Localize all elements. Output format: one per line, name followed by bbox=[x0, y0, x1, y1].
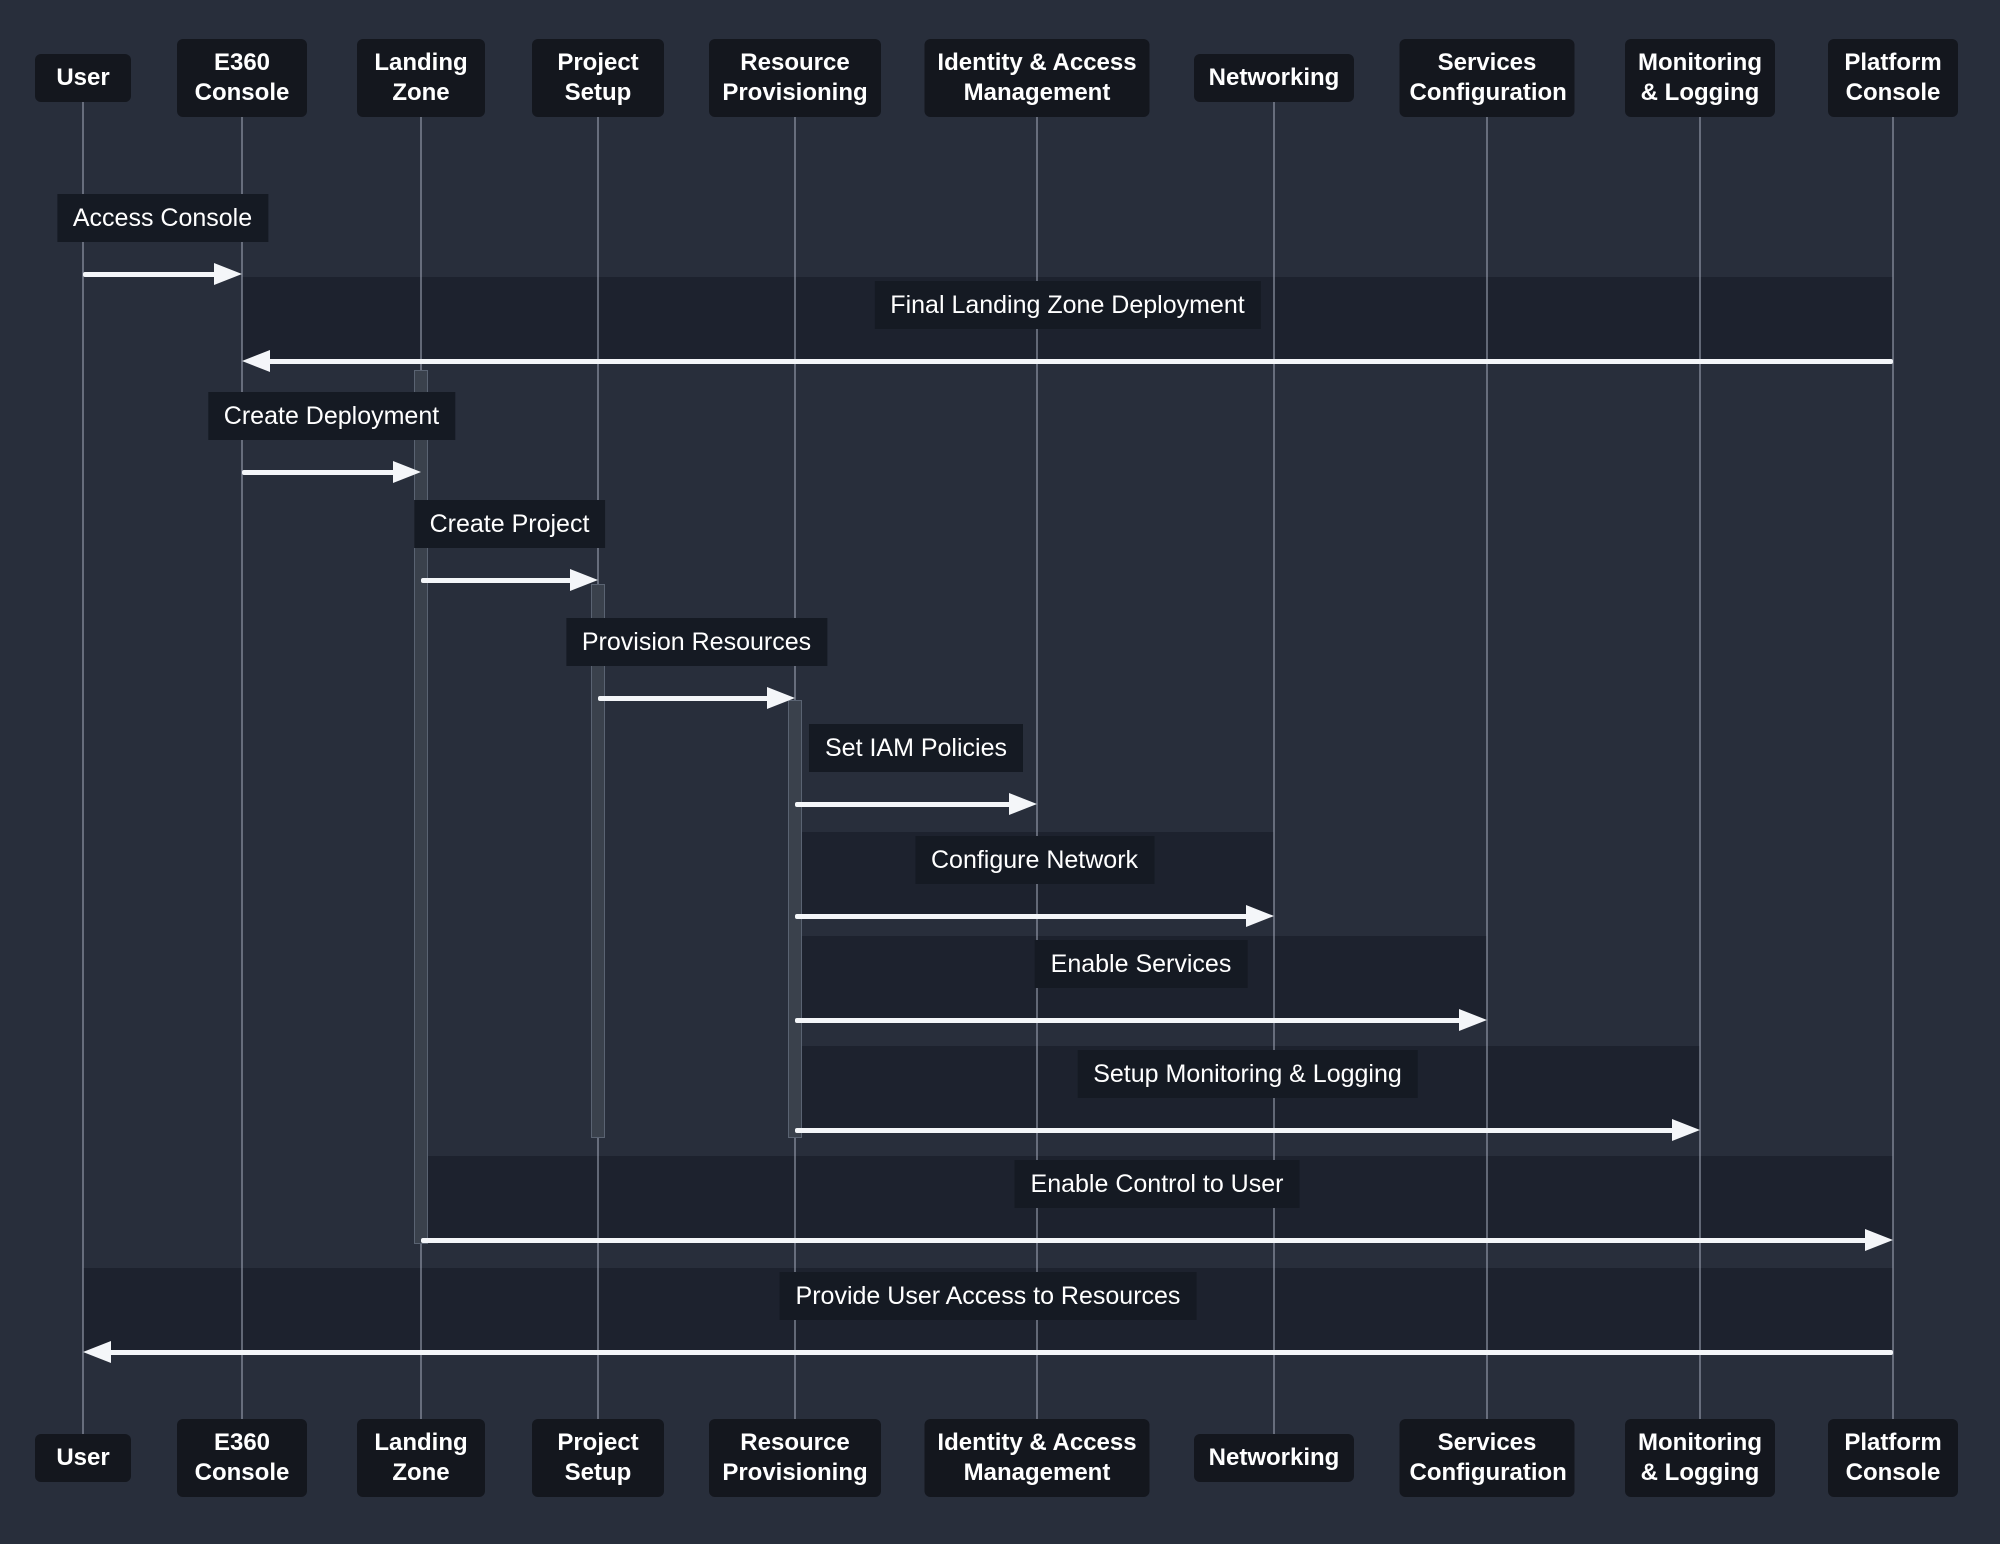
message-label: Access Console bbox=[56, 194, 269, 242]
message-label: Configure Network bbox=[914, 836, 1155, 884]
participant-platform-top: Platform Console bbox=[1828, 39, 1958, 117]
participant-project-top: Project Setup bbox=[532, 39, 664, 117]
activation-bar-resource bbox=[788, 700, 802, 1138]
arrowhead-right-icon bbox=[1865, 1229, 1893, 1251]
lifeline-platform bbox=[1892, 78, 1894, 1458]
participant-e360-top: E360 Console bbox=[177, 39, 307, 117]
message-line bbox=[795, 914, 1248, 919]
participant-services-top: Services Configuration bbox=[1399, 39, 1575, 117]
message-line bbox=[109, 1350, 1893, 1355]
participant-platform-bottom: Platform Console bbox=[1828, 1419, 1958, 1497]
participant-landing-bottom: Landing Zone bbox=[357, 1419, 485, 1497]
arrowhead-right-icon bbox=[1246, 905, 1274, 927]
participant-user-top: User bbox=[35, 54, 131, 102]
participant-project-bottom: Project Setup bbox=[532, 1419, 664, 1497]
participant-e360-bottom: E360 Console bbox=[177, 1419, 307, 1497]
message-line bbox=[242, 470, 395, 475]
lifeline-services bbox=[1486, 78, 1488, 1458]
participant-monitoring-top: Monitoring & Logging bbox=[1625, 39, 1775, 117]
participant-services-bottom: Services Configuration bbox=[1399, 1419, 1575, 1497]
message-label: Provision Resources bbox=[565, 618, 828, 666]
arrowhead-right-icon bbox=[1009, 793, 1037, 815]
message-line bbox=[83, 272, 216, 277]
participant-network-bottom: Networking bbox=[1194, 1434, 1354, 1482]
message-label: Setup Monitoring & Logging bbox=[1077, 1050, 1418, 1098]
participant-network-top: Networking bbox=[1194, 54, 1354, 102]
message-line bbox=[598, 696, 769, 701]
message-line bbox=[795, 1018, 1461, 1023]
lifeline-network bbox=[1273, 78, 1275, 1458]
arrowhead-right-icon bbox=[1672, 1119, 1700, 1141]
message-label: Enable Services bbox=[1034, 940, 1248, 988]
arrowhead-right-icon bbox=[393, 461, 421, 483]
arrowhead-left-icon bbox=[242, 350, 270, 372]
participant-resource-bottom: Resource Provisioning bbox=[709, 1419, 881, 1497]
arrowhead-right-icon bbox=[214, 263, 242, 285]
participant-landing-top: Landing Zone bbox=[357, 39, 485, 117]
lifeline-e360 bbox=[241, 78, 243, 1458]
arrowhead-right-icon bbox=[1459, 1009, 1487, 1031]
message-line bbox=[795, 802, 1011, 807]
participant-monitoring-bottom: Monitoring & Logging bbox=[1625, 1419, 1775, 1497]
message-line bbox=[421, 1238, 1867, 1243]
participant-iam-top: Identity & Access Management bbox=[924, 39, 1150, 117]
message-label: Create Project bbox=[413, 500, 606, 548]
participant-user-bottom: User bbox=[35, 1434, 131, 1482]
arrowhead-right-icon bbox=[767, 687, 795, 709]
participant-resource-top: Resource Provisioning bbox=[709, 39, 881, 117]
participant-iam-bottom: Identity & Access Management bbox=[924, 1419, 1150, 1497]
message-label: Set IAM Policies bbox=[808, 724, 1024, 772]
message-line bbox=[421, 578, 572, 583]
lifeline-iam bbox=[1036, 78, 1038, 1458]
activation-bar-project bbox=[591, 584, 605, 1138]
lifeline-user bbox=[82, 78, 84, 1458]
message-label: Enable Control to User bbox=[1014, 1160, 1300, 1208]
lifeline-monitoring bbox=[1699, 78, 1701, 1458]
message-line bbox=[268, 359, 1893, 364]
message-label: Final Landing Zone Deployment bbox=[874, 281, 1261, 329]
message-label: Create Deployment bbox=[207, 392, 456, 440]
message-line bbox=[795, 1128, 1674, 1133]
arrowhead-left-icon bbox=[83, 1341, 111, 1363]
activation-bar-landing bbox=[414, 370, 428, 1244]
message-label: Provide User Access to Resources bbox=[779, 1272, 1197, 1320]
arrowhead-right-icon bbox=[570, 569, 598, 591]
